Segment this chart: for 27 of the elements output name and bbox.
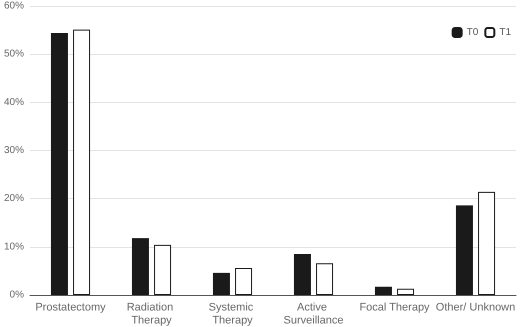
y-tick-label: 40%: [4, 96, 24, 108]
bar: [397, 288, 414, 295]
x-tick-label: Systemic Therapy: [208, 302, 256, 326]
y-tick-label: 10%: [4, 241, 24, 252]
bar: [294, 254, 311, 295]
bar: [235, 268, 252, 295]
y-tick-label: 60%: [4, 0, 24, 12]
y-tick-label: 0%: [10, 290, 24, 300]
x-tick-label: Prostatectomy: [35, 302, 106, 314]
bar: [478, 192, 496, 295]
x-tick-label: Active Surveillance: [284, 302, 344, 326]
bar: [212, 272, 230, 295]
y-tick-label: 50%: [4, 48, 24, 60]
bar: [316, 263, 334, 295]
y-tick-label: 30%: [4, 145, 24, 156]
legend-label: T1: [499, 27, 512, 38]
x-tick-label: Other/ Unknown: [436, 302, 516, 314]
legend-label: T0: [466, 27, 479, 38]
bar: [132, 238, 149, 295]
x-tick-label: Radiation Therapy: [126, 302, 176, 326]
bar: [374, 286, 392, 295]
x-tick-label: Focal Therapy: [359, 302, 430, 314]
y-tick-label: 20%: [4, 193, 24, 204]
bar: [73, 30, 90, 295]
bar: [154, 244, 172, 295]
bar: [50, 32, 68, 295]
bar: [456, 205, 473, 295]
